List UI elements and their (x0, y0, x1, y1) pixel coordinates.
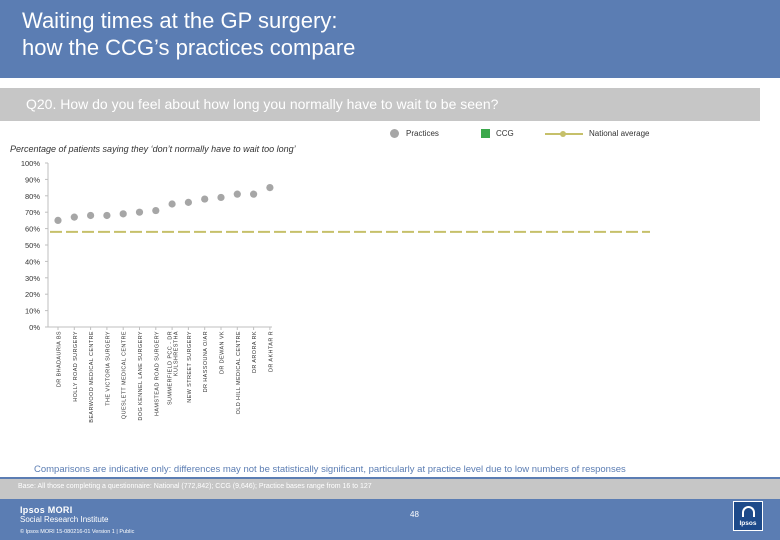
data-point (119, 210, 127, 218)
page-title: Waiting times at the GP surgery: how the… (22, 7, 355, 61)
data-point (70, 213, 78, 221)
x-tick-label: THE VICTORIA SURGERY (105, 331, 111, 406)
legend-label-national: National average (589, 129, 650, 138)
base-text: Base: All those completing a questionnai… (18, 483, 372, 490)
chart-plot: 0% 10% 20% 30% 40% 50% 60% 70% 80% 90% 100% DR BHAD… (21, 159, 650, 423)
ipsos-badge-shape (742, 506, 755, 517)
x-tick-label: SUMMERFIELD PCC - DRKULSHRESTHA (168, 331, 180, 405)
copyright-text: © Ipsos MORI 15-080216-01 Version 1 | Pu… (20, 529, 135, 535)
data-point (233, 190, 241, 198)
base-band (0, 479, 780, 499)
data-point (201, 195, 209, 203)
legend-item-practices: Practices (390, 129, 439, 138)
ipsos-mori-logo: Ipsos MORI Social Research Institute (20, 505, 109, 525)
ipsos-badge-label: Ipsos (739, 520, 757, 527)
x-tick-label: BEARWOOD MEDICAL CENTRE (89, 331, 95, 423)
x-tick-label: OLD HILL MEDICAL CENTRE (236, 331, 242, 414)
y-tick-label: 90% (25, 175, 40, 184)
page-number: 48 (410, 510, 419, 519)
x-tick-label: DR ARORA RK (252, 331, 258, 373)
y-tick-label: 80% (25, 192, 40, 201)
data-point (87, 211, 95, 220)
data-point (250, 190, 258, 198)
question-text: Q20. How do you feel about how long you … (26, 96, 499, 112)
data-point (217, 193, 225, 202)
x-tick-label: HAMSTEAD ROAD SURGERY (154, 331, 160, 416)
ccg-square-icon (481, 129, 490, 138)
y-tick-label: 30% (25, 274, 40, 283)
y-tick-label: 0% (29, 323, 40, 332)
x-tick-label: HOLLY ROAD SURGERY (73, 331, 79, 402)
data-point (135, 208, 144, 216)
data-point (266, 184, 274, 192)
x-tick-label: DR BHADAURIA BS (57, 331, 63, 387)
legend-item-national: National average (545, 129, 649, 138)
data-point (168, 200, 176, 208)
legend-item-ccg: CCG (481, 129, 514, 138)
y-tick-label: 40% (25, 257, 40, 266)
data-point (103, 211, 111, 220)
header-band (0, 0, 780, 78)
practices-dot-icon (390, 129, 399, 138)
logo-line-1: Ipsos MORI (20, 505, 73, 515)
x-tick-label: NEW STREET SURGERY (187, 331, 193, 403)
y-tick-label: 60% (25, 225, 40, 234)
comparison-note: Comparisons are indicative only: differe… (34, 464, 626, 475)
page-title-line-1: Waiting times at the GP surgery: (22, 8, 338, 33)
y-tick-label: 100% (21, 159, 41, 168)
chart-title: Percentage of patients saying they ‘don’… (10, 144, 296, 154)
national-average-line-icon (545, 130, 583, 137)
y-tick-label: 70% (25, 208, 40, 217)
y-tick-label: 20% (25, 290, 40, 299)
x-tick-label: DR DEWAN VK (220, 331, 226, 374)
data-point (184, 198, 192, 206)
x-tick-label: DOG KENNEL LANE SURGERY (138, 331, 144, 421)
data-point (152, 206, 160, 215)
logo-line-2: Social Research Institute (20, 515, 109, 524)
x-tick-label: QUESLETT MEDICAL CENTRE (122, 331, 128, 419)
legend-label-ccg: CCG (496, 129, 514, 138)
x-tick-label: DR AKHTAR R (268, 331, 274, 372)
data-point (54, 216, 62, 224)
x-tick-label: DR HASSOUNA O/AR (203, 331, 209, 392)
ipsos-badge-icon: Ipsos (733, 501, 763, 531)
page-title-line-2: how the CCG’s practices compare (22, 35, 356, 60)
y-tick-label: 50% (25, 241, 40, 250)
legend-label-practices: Practices (406, 129, 439, 138)
question-band (0, 88, 760, 121)
y-tick-label: 10% (25, 307, 40, 316)
